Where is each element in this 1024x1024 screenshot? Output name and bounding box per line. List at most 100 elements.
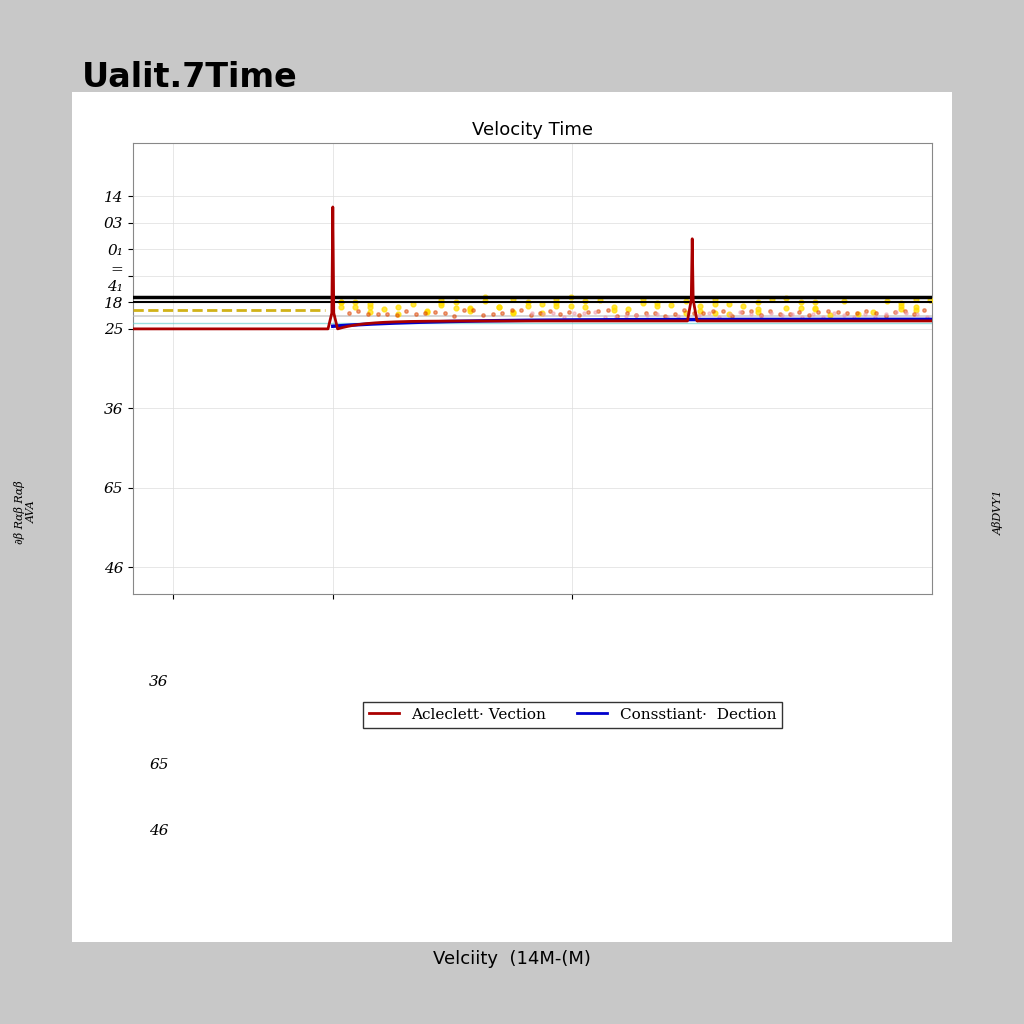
Point	[433, 297, 450, 313]
Point	[659, 308, 676, 325]
Point	[534, 296, 550, 312]
Point	[805, 305, 821, 322]
Point	[825, 305, 842, 322]
Point	[532, 304, 549, 321]
Point	[408, 306, 424, 323]
Point	[907, 302, 924, 318]
Point	[465, 302, 481, 318]
Point	[476, 293, 493, 309]
Point	[494, 305, 510, 322]
Point	[433, 292, 450, 308]
Point	[635, 294, 651, 310]
Text: 46: 46	[150, 824, 169, 838]
Point	[664, 297, 680, 313]
Point	[519, 297, 536, 313]
Point	[577, 293, 593, 309]
Point	[361, 296, 378, 312]
Point	[867, 308, 884, 325]
Title: Velocity Time: Velocity Time	[472, 121, 593, 139]
Point	[649, 297, 666, 313]
Point	[750, 304, 766, 321]
Point	[542, 303, 558, 319]
Point	[836, 306, 852, 323]
Point	[878, 307, 894, 324]
Point	[446, 308, 463, 325]
Point	[680, 305, 696, 322]
Point	[505, 304, 521, 321]
Point	[707, 291, 723, 307]
Point	[733, 303, 750, 319]
Point	[821, 306, 838, 323]
Point	[419, 303, 435, 319]
Point	[490, 299, 507, 315]
Point	[545, 305, 561, 322]
Point	[617, 308, 634, 325]
Point	[753, 308, 769, 325]
Point	[639, 307, 655, 324]
Point	[829, 303, 846, 319]
Point	[715, 303, 731, 319]
Point	[764, 291, 780, 307]
Point	[462, 302, 478, 318]
Point	[606, 301, 623, 317]
Point	[590, 302, 606, 318]
Point	[773, 307, 790, 324]
Point	[707, 305, 723, 322]
Point	[807, 299, 823, 315]
Point	[535, 306, 551, 323]
Point	[436, 305, 453, 322]
Point	[898, 305, 914, 322]
Point	[858, 303, 874, 319]
Point	[878, 305, 894, 322]
Point	[587, 304, 603, 321]
Point	[864, 304, 881, 321]
Point	[333, 294, 349, 310]
Point	[347, 299, 364, 315]
Point	[347, 294, 364, 310]
Point	[361, 304, 378, 321]
Point	[676, 302, 692, 318]
Point	[417, 304, 433, 321]
Point	[524, 305, 541, 322]
Point	[390, 305, 407, 322]
Point	[742, 306, 759, 323]
Point	[562, 289, 579, 305]
Point	[807, 301, 823, 317]
Point	[839, 305, 855, 322]
Point	[628, 306, 644, 323]
Point	[398, 303, 415, 319]
Point	[867, 304, 884, 321]
Point	[678, 305, 694, 322]
Point	[427, 304, 443, 321]
Point	[555, 308, 571, 325]
Point	[621, 301, 637, 317]
Point	[778, 300, 795, 316]
Point	[513, 302, 529, 318]
Point	[781, 306, 798, 323]
Point	[735, 298, 752, 314]
Point	[341, 304, 357, 321]
Point	[522, 306, 539, 323]
Point	[732, 304, 749, 321]
Point	[879, 293, 895, 309]
Point	[690, 306, 707, 323]
Point	[846, 308, 862, 325]
Point	[915, 302, 932, 318]
Point	[750, 294, 766, 310]
Point	[893, 297, 909, 313]
Point	[783, 305, 800, 322]
Text: 36: 36	[150, 675, 169, 688]
Text: Ualit.7Time: Ualit.7Time	[82, 61, 298, 94]
Point	[484, 306, 501, 323]
Point	[599, 302, 615, 318]
Point	[807, 294, 823, 310]
Point	[433, 295, 450, 311]
Text: ∂β Rαβ Rαβ
AVA: ∂β Rαβ Rαβ AVA	[14, 480, 37, 544]
Point	[548, 295, 564, 311]
Point	[607, 308, 624, 325]
Point	[896, 303, 912, 319]
Point	[566, 304, 583, 321]
Point	[743, 303, 760, 319]
Point	[419, 303, 435, 319]
Point	[670, 308, 686, 325]
